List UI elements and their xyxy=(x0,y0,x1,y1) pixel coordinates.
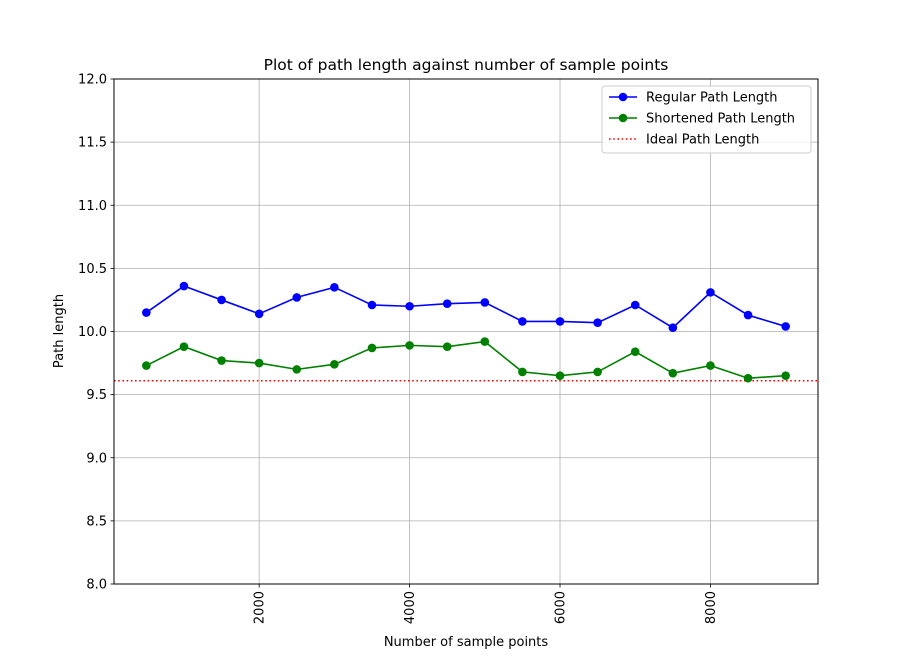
legend-box xyxy=(601,85,812,154)
axis-ticks: 8.0 8.5 9.0 9.5 10.0 10.5 11.0 11.5 12.0 2000 4000… xyxy=(78,73,719,625)
regular-path-length-point xyxy=(217,295,226,305)
y-tick-label: 12.0 xyxy=(78,73,107,88)
regular-path-length-point xyxy=(555,317,565,326)
shortened-path-length-point xyxy=(555,371,565,380)
y-tick-label: 8.5 xyxy=(86,514,107,529)
y-axis-label: Path length xyxy=(52,294,67,368)
regular-path-length-point xyxy=(442,299,452,309)
regular-path-length-point xyxy=(254,309,264,319)
y-tick-label: 9.0 xyxy=(86,451,107,466)
shortened-path-length-point xyxy=(630,347,640,357)
shortened-path-length-point xyxy=(217,356,226,365)
shortened-path-length-point xyxy=(179,342,189,351)
regular-path-length-point xyxy=(743,310,753,320)
shortened-path-length-line xyxy=(145,340,786,380)
regular-path-length-point xyxy=(142,308,151,317)
regular-path-length-legend-label: Regular Path Length xyxy=(646,91,778,106)
regular-path-length-point xyxy=(179,281,189,291)
regular-path-length-line xyxy=(145,285,786,329)
ideal-path-length-legend-label: Ideal Path Length xyxy=(646,133,759,148)
legend: Regular Path Length Shortened Path Length… xyxy=(601,85,812,154)
y-tick-label: 11.0 xyxy=(78,199,107,214)
regular-path-length-point xyxy=(405,301,414,311)
x-tick-label: 4000 xyxy=(403,591,418,624)
shortened-path-length-point xyxy=(367,343,377,353)
shortened-path-length-point xyxy=(442,342,452,351)
shortened-path-length-point xyxy=(142,361,151,370)
shortened-path-length-point xyxy=(593,367,602,377)
shortened-path-length-point xyxy=(405,341,414,350)
regular-path-length-point xyxy=(292,293,302,302)
shortened-path-length-point xyxy=(254,358,264,368)
series-layer xyxy=(142,281,790,383)
shortened-path-length-series xyxy=(142,337,790,383)
shortened-path-length-legend-label: Shortened Path Length xyxy=(646,112,795,127)
regular-path-length-legend-marker xyxy=(618,92,628,102)
y-tick-label: 8.0 xyxy=(86,578,107,593)
regular-path-length-point xyxy=(630,300,640,310)
x-tick-label: 2000 xyxy=(253,591,268,624)
regular-path-length-point xyxy=(367,300,377,310)
y-tick-label: 10.5 xyxy=(78,262,107,277)
chart-title: Plot of path length against number of sa… xyxy=(264,56,669,74)
regular-path-length-point xyxy=(330,283,339,292)
shortened-path-length-point xyxy=(480,337,490,346)
shortened-path-length-point xyxy=(781,371,790,380)
x-tick-label: 8000 xyxy=(704,591,719,624)
shortened-path-length-point xyxy=(292,365,302,374)
y-tick-label: 10.0 xyxy=(78,325,107,340)
regular-path-length-point xyxy=(706,288,715,297)
y-tick-label: 11.5 xyxy=(78,136,107,151)
x-axis-label: Number of sample points xyxy=(384,635,549,650)
shortened-path-length-point xyxy=(330,360,339,369)
y-tick-label: 9.5 xyxy=(86,388,107,403)
regular-path-length-series xyxy=(142,281,790,333)
regular-path-length-point xyxy=(593,318,602,327)
x-tick-label: 6000 xyxy=(554,591,569,624)
regular-path-length-point xyxy=(668,323,678,333)
regular-path-length-point xyxy=(518,317,527,326)
shortened-path-length-legend-marker xyxy=(618,113,628,123)
shortened-path-length-point xyxy=(743,373,753,383)
regular-path-length-point xyxy=(781,322,790,331)
shortened-path-length-point xyxy=(668,368,678,378)
shortened-path-length-point xyxy=(518,367,527,377)
regular-path-length-point xyxy=(480,298,490,307)
shortened-path-length-point xyxy=(706,361,715,370)
